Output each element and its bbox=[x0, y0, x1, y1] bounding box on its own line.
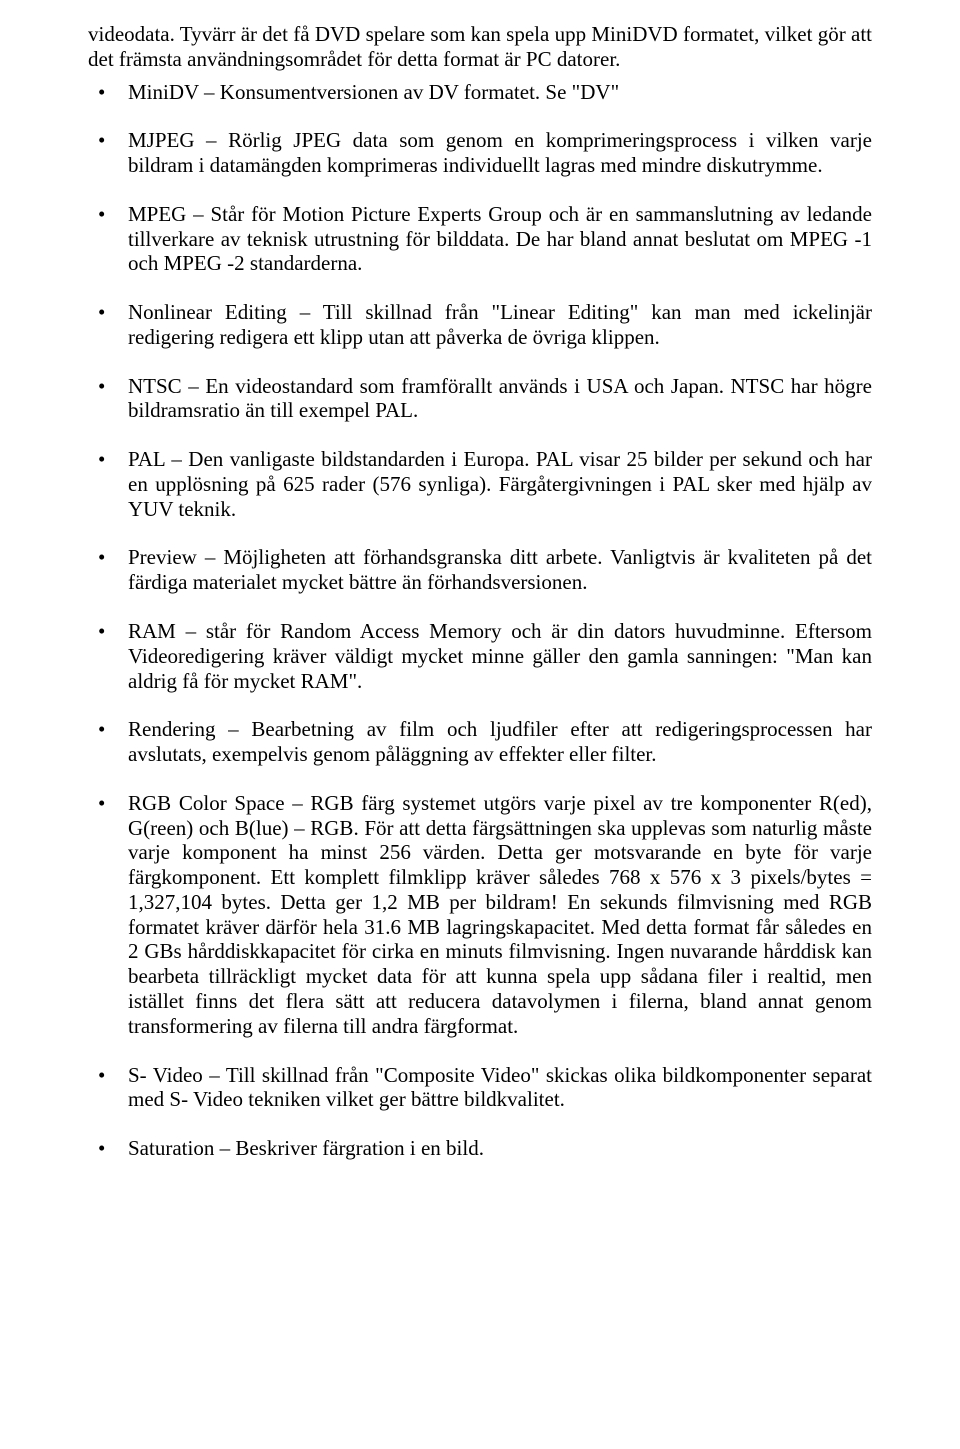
glossary-list: MiniDV – Konsumentversionen av DV format… bbox=[88, 80, 872, 1161]
list-item: RAM – står för Random Access Memory och … bbox=[88, 619, 872, 693]
list-item: Saturation – Beskriver färgration i en b… bbox=[88, 1136, 872, 1161]
list-item: S- Video – Till skillnad från "Composite… bbox=[88, 1063, 872, 1113]
list-item: MiniDV – Konsumentversionen av DV format… bbox=[88, 80, 872, 105]
list-item: Nonlinear Editing – Till skillnad från "… bbox=[88, 300, 872, 350]
list-item: MPEG – Står för Motion Picture Experts G… bbox=[88, 202, 872, 276]
document-page: videodata. Tyvärr är det få DVD spelare … bbox=[0, 0, 960, 1449]
list-item: MJPEG – Rörlig JPEG data som genom en ko… bbox=[88, 128, 872, 178]
list-item: PAL – Den vanligaste bildstandarden i Eu… bbox=[88, 447, 872, 521]
list-item: RGB Color Space – RGB färg systemet utgö… bbox=[88, 791, 872, 1039]
lead-paragraph: videodata. Tyvärr är det få DVD spelare … bbox=[88, 22, 872, 72]
list-item: Rendering – Bearbetning av film och ljud… bbox=[88, 717, 872, 767]
list-item: Preview – Möjligheten att förhandsgransk… bbox=[88, 545, 872, 595]
list-item: NTSC – En videostandard som framförallt … bbox=[88, 374, 872, 424]
